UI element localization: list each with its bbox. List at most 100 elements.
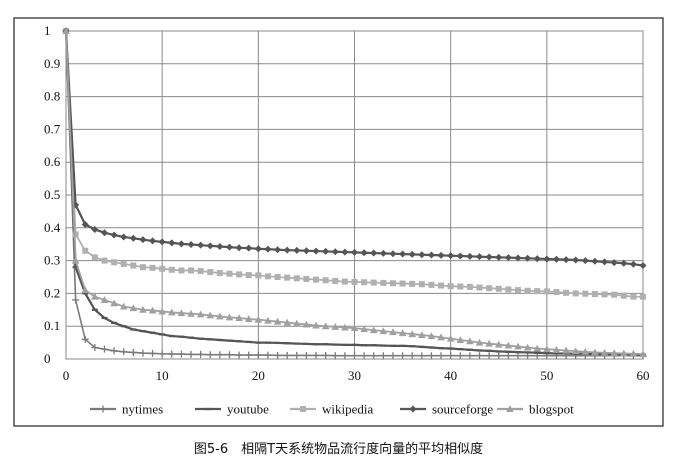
data-point-blogspot xyxy=(446,334,455,342)
data-point-wikipedia xyxy=(601,291,608,298)
data-point-wikipedia xyxy=(447,283,454,290)
data-point-blogspot xyxy=(129,304,138,312)
data-point-sourceforge xyxy=(322,247,330,255)
data-point-sourceforge xyxy=(293,246,301,254)
data-point-sourceforge xyxy=(379,249,387,257)
data-point-sourceforge xyxy=(351,248,358,256)
data-point-wikipedia xyxy=(591,291,598,298)
data-point-blogspot xyxy=(475,338,484,346)
data-point-sourceforge xyxy=(331,248,339,256)
data-point-nytimes xyxy=(351,352,358,360)
data-point-wikipedia xyxy=(370,279,377,286)
data-point-nytimes xyxy=(399,352,407,360)
data-point-wikipedia xyxy=(438,282,445,289)
data-point-blogspot xyxy=(91,292,99,300)
data-point-nytimes xyxy=(254,351,262,359)
series-sourceforge xyxy=(62,27,647,270)
data-point-nytimes xyxy=(274,351,282,359)
axis-tick-labels: 00.10.20.30.40.50.60.70.80.910 10 20 30 40 50… xyxy=(44,23,650,383)
data-point-nytimes xyxy=(322,351,330,359)
data-point-nytimes xyxy=(485,352,493,360)
x-tick-label: 20 xyxy=(252,368,265,383)
data-point-blogspot xyxy=(331,323,340,330)
data-point-sourceforge xyxy=(629,260,637,268)
data-point-nytimes xyxy=(197,350,205,358)
data-point-wikipedia xyxy=(514,287,521,294)
data-point-nytimes xyxy=(91,344,99,352)
data-point-nytimes xyxy=(139,349,147,357)
data-point-wikipedia xyxy=(255,272,262,279)
data-point-wikipedia xyxy=(620,292,627,299)
data-point-wikipedia xyxy=(361,279,368,286)
data-point-wikipedia xyxy=(351,278,358,285)
data-point-blogspot xyxy=(81,286,90,294)
y-tick-label: 0.6 xyxy=(44,154,61,169)
data-point-blogspot xyxy=(177,309,186,317)
data-point-blogspot xyxy=(119,302,128,310)
data-point-blogspot xyxy=(408,330,416,338)
legend-label: blogspot xyxy=(529,402,574,417)
data-point-wikipedia xyxy=(139,264,146,271)
data-point-sourceforge xyxy=(543,255,551,263)
data-point-blogspot xyxy=(350,324,359,332)
data-point-nytimes xyxy=(235,351,243,359)
data-point-nytimes xyxy=(177,350,185,358)
data-point-sourceforge xyxy=(302,247,310,255)
y-tick-label: 0.8 xyxy=(44,89,60,104)
data-point-sourceforge xyxy=(91,225,99,233)
data-point-blogspot xyxy=(389,328,397,336)
data-point-wikipedia xyxy=(82,247,89,254)
data-point-wikipedia xyxy=(226,270,233,277)
data-point-wikipedia xyxy=(476,284,483,291)
x-tick-label: 0 xyxy=(63,368,70,383)
data-point-sourceforge xyxy=(408,250,416,258)
data-point-wikipedia xyxy=(178,267,185,274)
data-point-sourceforge xyxy=(562,256,570,264)
data-point-sourceforge xyxy=(129,234,137,242)
data-point-wikipedia xyxy=(543,288,550,295)
legend-swatch-marker xyxy=(99,405,107,413)
data-point-wikipedia xyxy=(207,269,214,276)
data-point-wikipedia xyxy=(101,257,108,264)
data-point-sourceforge xyxy=(235,244,243,252)
data-point-sourceforge xyxy=(476,253,484,261)
data-point-blogspot xyxy=(600,348,609,356)
data-point-nytimes xyxy=(495,352,503,360)
data-point-blogspot xyxy=(321,322,330,330)
data-point-wikipedia xyxy=(168,266,175,273)
data-point-sourceforge xyxy=(283,246,291,254)
data-point-nytimes xyxy=(466,352,474,360)
data-point-blogspot xyxy=(571,347,580,355)
legend-item-blogspot: blogspot xyxy=(497,402,574,417)
data-point-blogspot xyxy=(485,339,493,347)
data-point-sourceforge xyxy=(389,250,397,258)
data-point-wikipedia xyxy=(130,262,137,269)
data-point-sourceforge xyxy=(158,238,166,246)
data-point-blogspot xyxy=(456,336,465,343)
data-point-nytimes xyxy=(427,352,435,360)
data-point-nytimes xyxy=(206,351,214,359)
data-point-nytimes xyxy=(158,350,166,358)
data-point-blogspot xyxy=(341,323,349,331)
data-point-blogspot xyxy=(71,256,80,264)
data-point-nytimes xyxy=(293,351,301,359)
data-point-sourceforge xyxy=(216,242,224,250)
data-point-nytimes xyxy=(437,352,445,360)
data-point-wikipedia xyxy=(120,260,127,267)
data-point-nytimes xyxy=(331,352,339,360)
data-point-sourceforge xyxy=(591,257,599,265)
data-point-sourceforge xyxy=(341,248,349,256)
data-point-nytimes xyxy=(504,352,512,360)
data-point-blogspot xyxy=(610,349,618,357)
data-point-nytimes xyxy=(245,351,253,359)
legend-swatch-marker xyxy=(409,405,417,413)
data-point-blogspot xyxy=(437,333,445,341)
data-point-wikipedia xyxy=(389,280,396,287)
data-point-blogspot xyxy=(273,317,282,325)
data-point-blogspot xyxy=(62,27,70,34)
data-point-nytimes xyxy=(408,352,416,360)
data-point-wikipedia xyxy=(409,280,416,287)
data-point-blogspot xyxy=(264,316,272,324)
legend-item-wikipedia: wikipedia xyxy=(290,402,373,417)
data-point-sourceforge xyxy=(360,249,368,257)
